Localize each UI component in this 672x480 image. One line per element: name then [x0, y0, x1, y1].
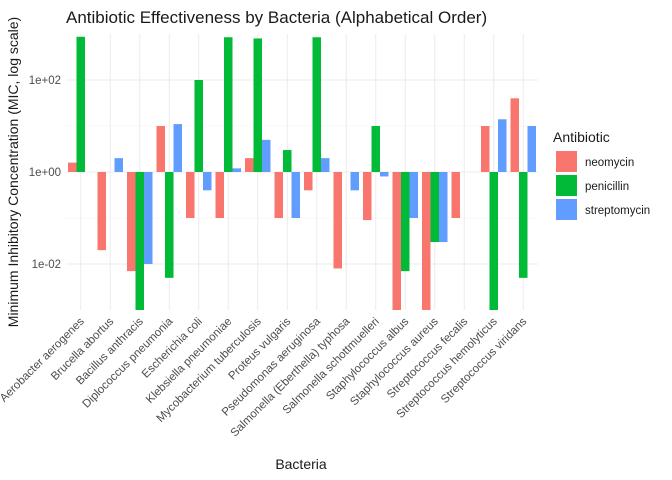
- bar-penicillin: [224, 37, 233, 172]
- bar-streptomycin: [350, 172, 359, 191]
- bar-penicillin: [253, 38, 262, 173]
- legend-title: Antibiotic: [553, 129, 610, 145]
- bar-penicillin: [371, 126, 380, 172]
- bar-neomycin: [245, 158, 254, 172]
- bar-streptomycin: [498, 119, 507, 172]
- y-tick-label: 1e-02: [32, 259, 61, 271]
- y-tick-label: 1e+02: [29, 75, 61, 87]
- bar-neomycin: [304, 172, 313, 191]
- bar-streptomycin: [527, 126, 536, 172]
- bar-streptomycin: [380, 172, 389, 177]
- bars: [68, 36, 536, 310]
- bar-neomycin: [481, 126, 490, 172]
- bar-streptomycin: [291, 172, 300, 218]
- bar-neomycin: [510, 98, 519, 172]
- y-tick-label: 1e+00: [29, 167, 61, 179]
- bar-neomycin: [392, 172, 401, 310]
- bar-neomycin: [127, 172, 136, 272]
- bar-streptomycin: [114, 158, 123, 172]
- legend-label-streptomycin: streptomycin: [585, 205, 650, 217]
- bar-streptomycin: [173, 124, 182, 172]
- bar-streptomycin: [144, 172, 153, 264]
- legend-key-neomycin: [556, 151, 577, 172]
- legend-label-neomycin: neomycin: [585, 157, 634, 169]
- bar-neomycin: [156, 126, 165, 172]
- chart-title: Antibiotic Effectiveness by Bacteria (Al…: [66, 8, 487, 27]
- legend-items: neomycin penicillin streptomycin: [556, 151, 650, 220]
- bar-streptomycin: [409, 172, 418, 218]
- legend-label-penicillin: penicillin: [585, 181, 629, 193]
- bar-penicillin: [430, 172, 439, 243]
- bar-neomycin: [274, 172, 283, 218]
- bar-streptomycin: [262, 139, 271, 172]
- bar-neomycin: [215, 172, 224, 218]
- bar-streptomycin: [203, 172, 212, 191]
- bar-penicillin: [401, 172, 410, 272]
- bar-streptomycin: [439, 172, 448, 243]
- bar-penicillin: [76, 36, 85, 172]
- legend-key-streptomycin: [556, 199, 577, 220]
- bar-neomycin: [333, 172, 342, 269]
- bar-penicillin: [135, 172, 144, 310]
- bar-penicillin: [312, 37, 321, 172]
- bar-streptomycin: [321, 158, 330, 172]
- bar-streptomycin: [232, 168, 241, 172]
- bar-penicillin: [489, 172, 498, 310]
- bar-neomycin: [97, 172, 106, 251]
- y-axis-title: Minimum Inhibitory Concentration (MIC, l…: [5, 17, 21, 327]
- bar-penicillin: [519, 172, 528, 278]
- x-axis-title: Bacteria: [275, 456, 327, 472]
- bar-neomycin: [451, 172, 460, 218]
- legend-key-penicillin: [556, 175, 577, 196]
- y-axis-ticks: 1e-02 1e+00 1e+02: [29, 75, 61, 271]
- plot-area: [66, 34, 538, 310]
- bar-neomycin: [186, 172, 195, 218]
- legend: Antibiotic neomycin penicillin streptomyci…: [553, 129, 650, 220]
- bar-neomycin: [68, 162, 77, 172]
- bar-neomycin: [363, 172, 372, 221]
- bar-penicillin: [194, 80, 203, 172]
- bar-neomycin: [422, 172, 431, 310]
- bar-penicillin: [165, 172, 174, 278]
- bar-penicillin: [283, 150, 292, 172]
